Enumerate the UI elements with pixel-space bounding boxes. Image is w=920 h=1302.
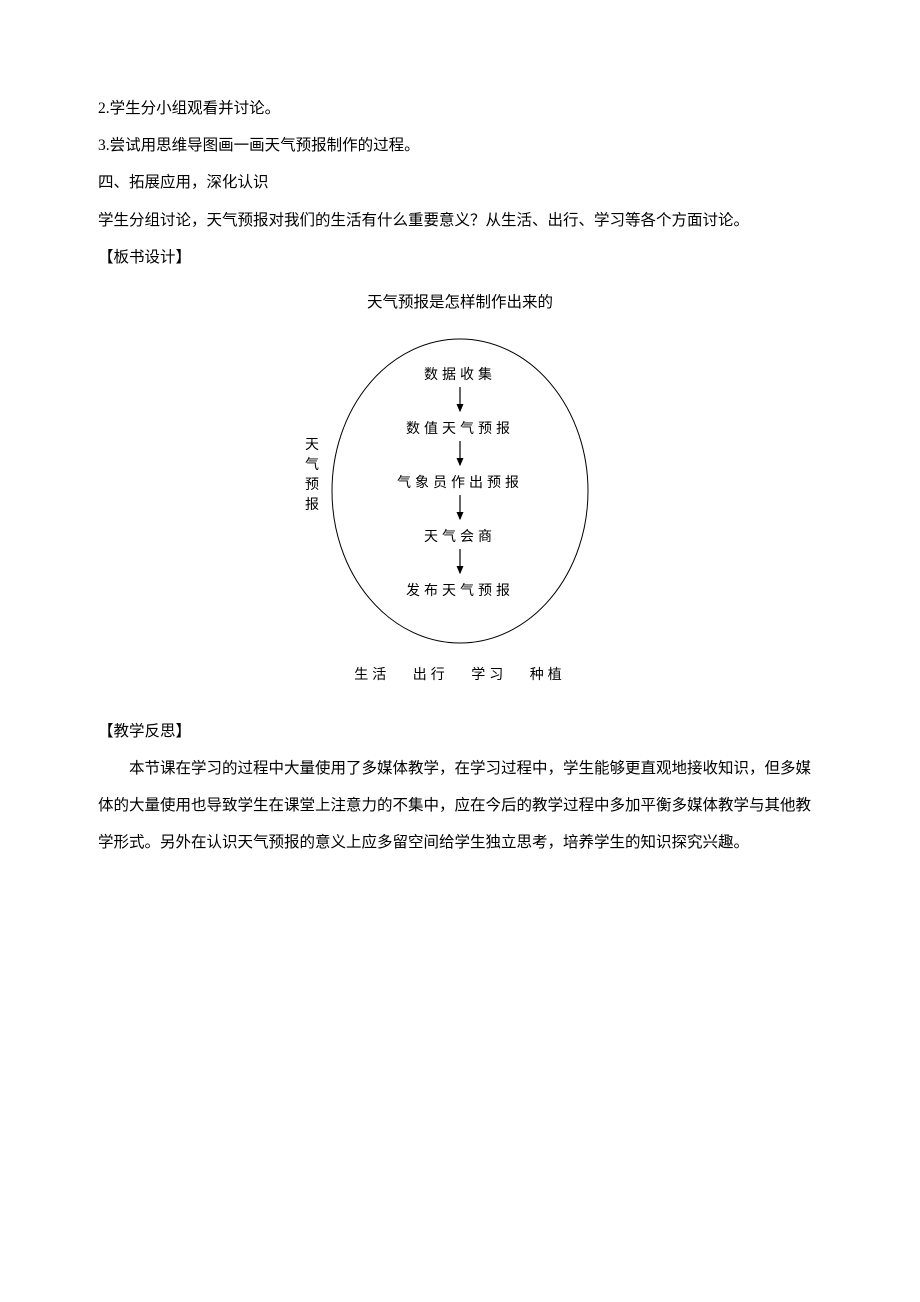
side-label-char-1: 天	[305, 438, 319, 453]
flow-node-1: 数据收集	[424, 366, 496, 383]
line-1: 2.学生分小组观看并讨论。	[98, 90, 822, 127]
caption-item-1: 生活	[354, 668, 390, 683]
caption-item-2: 出行	[413, 668, 449, 683]
reflection-body: 本节课在学习的过程中大量使用了多媒体教学，在学习过程中，学生能够更直观地接收知识…	[98, 750, 822, 862]
line-3: 四、拓展应用，深化认识	[98, 164, 822, 201]
side-label-char-3: 预	[305, 477, 319, 493]
line-4: 学生分组讨论，天气预报对我们的生活有什么重要意义？从生活、出行、学习等各个方面讨…	[98, 202, 822, 239]
caption-item-3: 学习	[471, 668, 507, 683]
line-5-board-design-heading: 【板书设计】	[98, 239, 822, 276]
line-2: 3.尝试用思维导图画一画天气预报制作的过程。	[98, 127, 822, 164]
side-label-char-2: 气	[305, 457, 319, 473]
flowchart-svg: 天 气 预 报 数据收集 数值天气预报 气象员作出预报 天气会商 发布天气预报	[300, 333, 620, 653]
flow-node-4: 天气会商	[424, 529, 496, 545]
flow-node-5: 发布天气预报	[406, 583, 514, 599]
caption-row: 生活 出行 学习 种植	[300, 659, 620, 693]
board-title: 天气预报是怎样制作出来的	[98, 284, 822, 321]
caption-item-4: 种植	[530, 668, 566, 683]
flow-node-3: 气象员作出预报	[397, 475, 523, 491]
side-label-char-4: 报	[305, 497, 319, 513]
reflection-heading: 【教学反思】	[98, 713, 822, 750]
process-diagram: 天 气 预 报 数据收集 数值天气预报 气象员作出预报 天气会商 发布天气预报 …	[300, 333, 620, 693]
flow-node-2: 数值天气预报	[406, 421, 514, 437]
